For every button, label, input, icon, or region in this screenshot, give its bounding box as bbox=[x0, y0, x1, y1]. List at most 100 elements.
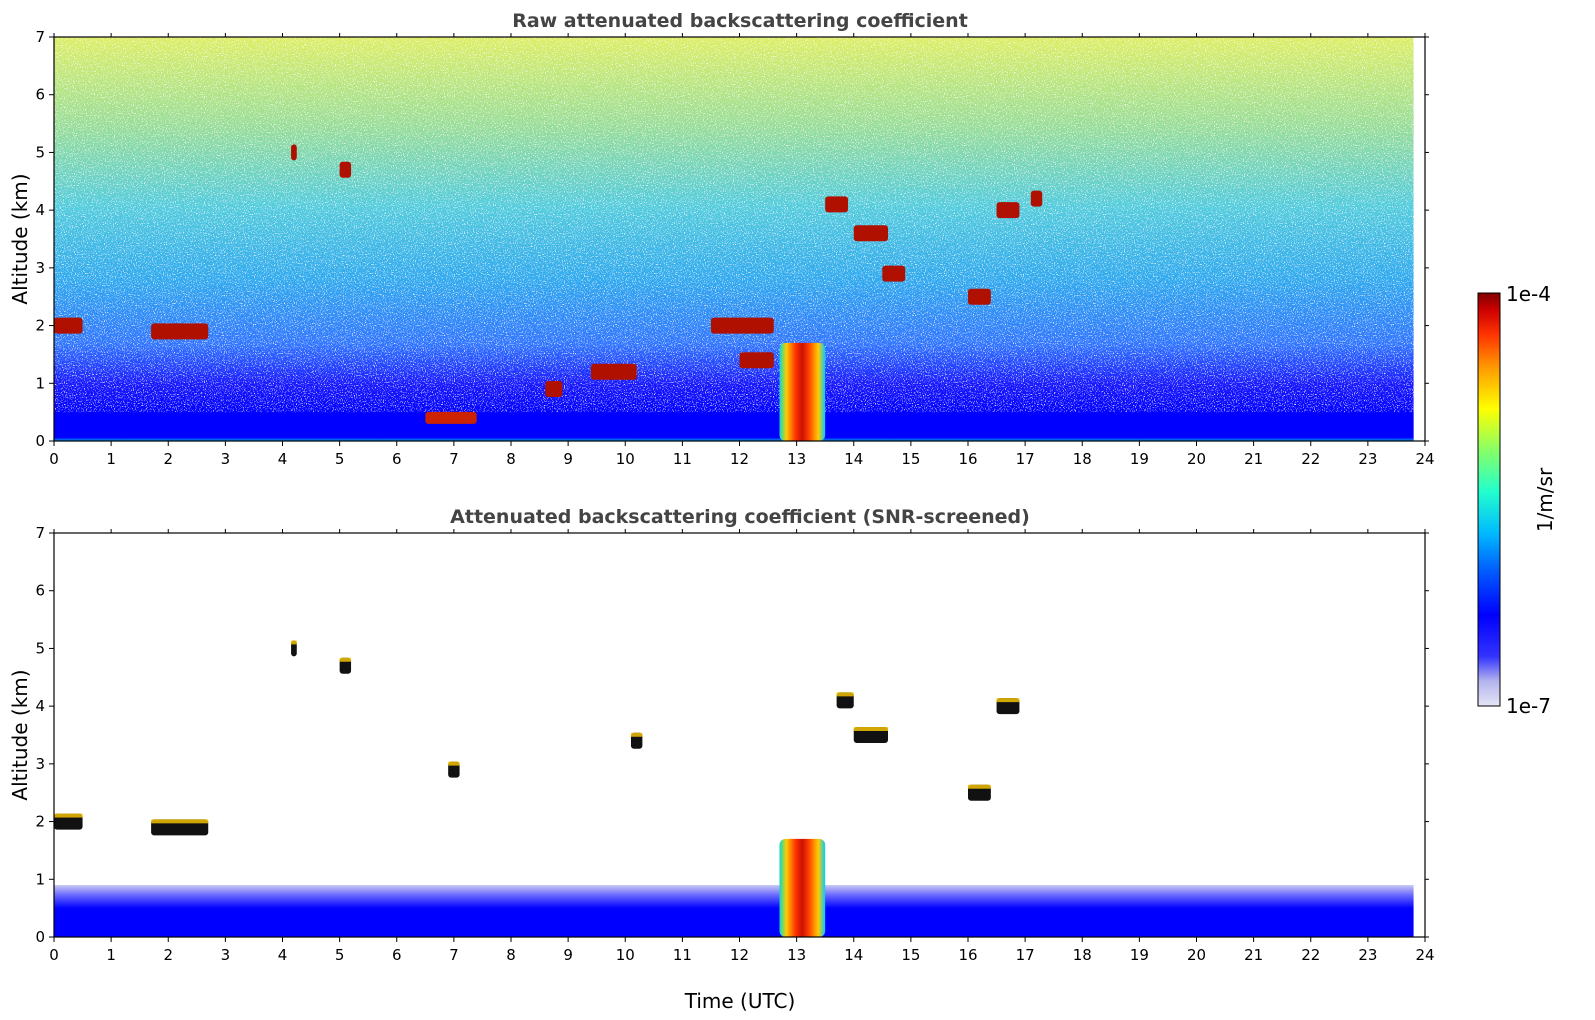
cloud-layer bbox=[853, 225, 889, 242]
colorbar: 1e-4 1e-7 1/m/sr bbox=[1477, 282, 1557, 718]
cloud-edge bbox=[151, 819, 209, 824]
cloud-edge bbox=[291, 640, 297, 645]
x-tick-label: 1 bbox=[106, 450, 116, 468]
y-tick-label: 4 bbox=[35, 201, 45, 219]
x-tick-label: 17 bbox=[1016, 450, 1035, 468]
x-tick-label: 23 bbox=[1358, 946, 1377, 964]
cloud-layer bbox=[545, 381, 563, 398]
x-tick-label: 5 bbox=[335, 946, 345, 964]
cloud-layer bbox=[590, 363, 637, 380]
x-tick-label: 9 bbox=[563, 946, 573, 964]
x-tick-label: 3 bbox=[221, 450, 231, 468]
x-tick-label: 7 bbox=[449, 450, 459, 468]
boundary-layer bbox=[54, 412, 1414, 441]
x-tick-label: 8 bbox=[506, 946, 516, 964]
precipitation-column bbox=[779, 838, 826, 937]
y-axis-label: Altitude (km) bbox=[8, 669, 32, 800]
x-tick-label: 12 bbox=[730, 450, 749, 468]
cloud-layer bbox=[54, 317, 83, 334]
colorbar-min-label: 1e-7 bbox=[1506, 694, 1551, 718]
x-tick-label: 2 bbox=[163, 946, 173, 964]
x-tick-label: 17 bbox=[1016, 946, 1035, 964]
y-tick-label: 3 bbox=[35, 259, 45, 277]
y-axis: 0 1 2 3 4 5 6 7 bbox=[35, 524, 1429, 946]
colorbar-unit-label: 1/m/sr bbox=[1533, 467, 1557, 532]
x-tick-label: 16 bbox=[958, 946, 977, 964]
x-axis: 0 1 2 3 4 5 6 7 8 9 10 11 12 13 14 15 16 17 18 19 20 21 22 23 24 bbox=[49, 33, 1435, 468]
x-tick-label: 10 bbox=[616, 450, 635, 468]
cloud-edge bbox=[339, 657, 352, 662]
x-tick-label: 14 bbox=[844, 450, 863, 468]
x-tick-label: 3 bbox=[221, 946, 231, 964]
x-tick-label: 19 bbox=[1130, 946, 1149, 964]
raw-backscatter-panel: Raw attenuated backscattering coefficien… bbox=[8, 10, 1435, 468]
cloud-edge bbox=[968, 784, 991, 789]
x-tick-label: 18 bbox=[1073, 946, 1092, 964]
cloud-edge bbox=[448, 761, 460, 766]
heatmap-image bbox=[53, 36, 1426, 442]
screened-backscatter-panel: Attenuated backscattering coefficient (S… bbox=[8, 506, 1435, 1013]
colorbar-gradient bbox=[1477, 292, 1501, 707]
cloud-layer bbox=[739, 352, 774, 369]
x-tick-label: 14 bbox=[844, 946, 863, 964]
x-tick-label: 18 bbox=[1073, 450, 1092, 468]
x-tick-label: 16 bbox=[958, 450, 977, 468]
cloud-layer bbox=[968, 288, 991, 305]
x-tick-label: 20 bbox=[1187, 450, 1206, 468]
x-tick-label: 13 bbox=[787, 946, 806, 964]
cloud-layer bbox=[882, 265, 906, 282]
cloud-layer bbox=[291, 144, 297, 161]
x-tick-label: 10 bbox=[616, 946, 635, 964]
heatmap-image bbox=[53, 532, 1426, 938]
x-tick-label: 6 bbox=[392, 450, 402, 468]
x-tick-label: 24 bbox=[1415, 946, 1434, 964]
x-tick-label: 9 bbox=[563, 450, 573, 468]
panel-title: Raw attenuated backscattering coefficien… bbox=[512, 10, 968, 32]
cloud-edge bbox=[853, 727, 889, 731]
x-tick-label: 24 bbox=[1415, 450, 1434, 468]
colorbar-max-label: 1e-4 bbox=[1506, 282, 1551, 306]
x-axis: 0 1 2 3 4 5 6 7 8 9 10 11 12 13 14 15 16 17 18 19 20 21 22 23 24 bbox=[49, 529, 1435, 964]
cloud-layer bbox=[339, 161, 352, 178]
x-tick-label: 0 bbox=[49, 946, 59, 964]
noise-speckle bbox=[54, 37, 1414, 441]
x-tick-label: 15 bbox=[901, 450, 920, 468]
y-tick-label: 5 bbox=[35, 639, 45, 657]
x-tick-label: 19 bbox=[1130, 450, 1149, 468]
x-tick-label: 12 bbox=[730, 946, 749, 964]
x-tick-label: 20 bbox=[1187, 946, 1206, 964]
y-axis-label: Altitude (km) bbox=[8, 173, 32, 304]
precipitation-column bbox=[779, 342, 826, 441]
plot-area bbox=[54, 533, 1425, 937]
x-tick-label: 4 bbox=[278, 450, 288, 468]
x-tick-label: 23 bbox=[1358, 450, 1377, 468]
x-tick-label: 22 bbox=[1301, 946, 1320, 964]
cloud-edge bbox=[630, 732, 643, 737]
y-tick-label: 7 bbox=[35, 524, 45, 542]
cloud-edge bbox=[996, 698, 1020, 703]
y-tick-label: 4 bbox=[35, 697, 45, 715]
x-tick-label: 21 bbox=[1244, 450, 1263, 468]
x-tick-label: 7 bbox=[449, 946, 459, 964]
x-tick-label: 0 bbox=[49, 450, 59, 468]
x-axis-label: Time (UTC) bbox=[684, 989, 796, 1013]
cloud-layer bbox=[151, 323, 209, 340]
y-tick-label: 0 bbox=[35, 432, 45, 450]
y-tick-label: 2 bbox=[35, 813, 45, 831]
y-tick-label: 6 bbox=[35, 86, 45, 104]
x-tick-label: 5 bbox=[335, 450, 345, 468]
aerosol-layer bbox=[425, 411, 477, 424]
x-tick-label: 11 bbox=[673, 946, 692, 964]
panel-title: Attenuated backscattering coefficient (S… bbox=[450, 506, 1030, 528]
y-tick-label: 1 bbox=[35, 870, 45, 888]
x-tick-label: 8 bbox=[506, 450, 516, 468]
cloud-edge bbox=[836, 692, 854, 697]
cloud-layer bbox=[710, 317, 774, 334]
x-tick-label: 2 bbox=[163, 450, 173, 468]
x-tick-label: 6 bbox=[392, 946, 402, 964]
y-tick-label: 7 bbox=[35, 28, 45, 46]
x-tick-label: 22 bbox=[1301, 450, 1320, 468]
y-tick-label: 2 bbox=[35, 317, 45, 335]
y-tick-label: 3 bbox=[35, 755, 45, 773]
